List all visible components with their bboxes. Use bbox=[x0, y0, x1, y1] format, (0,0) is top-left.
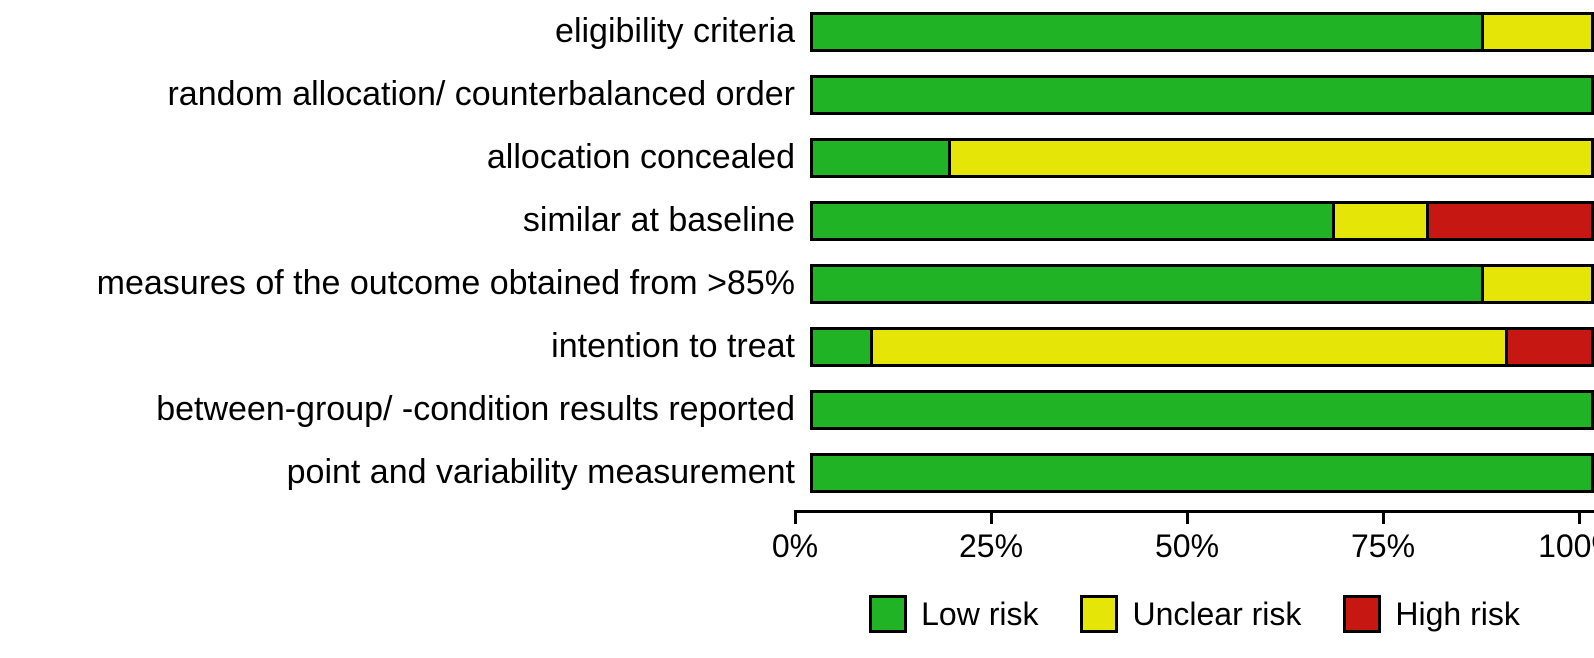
row-label: measures of the outcome obtained from >8… bbox=[0, 264, 810, 303]
x-tick bbox=[1186, 510, 1189, 524]
bar-track bbox=[810, 327, 1594, 367]
bar-track bbox=[810, 201, 1594, 241]
legend-swatch-high bbox=[1343, 595, 1381, 633]
chart-row: eligibility criteria bbox=[0, 0, 1594, 63]
bar-track bbox=[810, 264, 1594, 304]
chart-rows-area: eligibility criteria random allocation/ c… bbox=[0, 0, 1594, 504]
bar-segment-low bbox=[810, 201, 1335, 241]
chart-row: point and variability measurement bbox=[0, 441, 1594, 504]
legend-swatch-low bbox=[869, 595, 907, 633]
chart-row: similar at baseline bbox=[0, 189, 1594, 252]
bar-segment-high bbox=[1429, 201, 1594, 241]
x-tick bbox=[1578, 510, 1581, 524]
bar-track bbox=[810, 453, 1594, 493]
legend-item-unclear: Unclear risk bbox=[1080, 595, 1301, 633]
legend-item-low: Low risk bbox=[869, 595, 1038, 633]
bar-track bbox=[810, 12, 1594, 52]
x-tick bbox=[794, 510, 797, 524]
legend: Low risk Unclear risk High risk bbox=[795, 595, 1594, 633]
row-label: allocation concealed bbox=[0, 138, 810, 177]
row-label: eligibility criteria bbox=[0, 12, 810, 51]
row-label: intention to treat bbox=[0, 327, 810, 366]
x-tick bbox=[990, 510, 993, 524]
x-tick-label: 50% bbox=[1155, 528, 1219, 565]
bar-track bbox=[810, 138, 1594, 178]
bar-segment-low bbox=[810, 75, 1594, 115]
x-tick-label: 0% bbox=[772, 528, 818, 565]
bar-segment-low bbox=[810, 264, 1484, 304]
x-axis-line bbox=[795, 510, 1594, 513]
bar-segment-low bbox=[810, 138, 951, 178]
legend-label: Low risk bbox=[921, 596, 1038, 633]
bar-segment-low bbox=[810, 327, 873, 367]
bar-segment-low bbox=[810, 390, 1594, 430]
bar-segment-high bbox=[1508, 327, 1594, 367]
risk-of-bias-chart: eligibility criteria random allocation/ c… bbox=[0, 0, 1594, 658]
row-label: between-group/ -condition results report… bbox=[0, 390, 810, 429]
bar-segment-unclear bbox=[1484, 12, 1594, 52]
chart-row: random allocation/ counterbalanced order bbox=[0, 63, 1594, 126]
row-label: random allocation/ counterbalanced order bbox=[0, 75, 810, 114]
x-tick-label: 75% bbox=[1351, 528, 1415, 565]
bar-track bbox=[810, 390, 1594, 430]
bar-track bbox=[810, 75, 1594, 115]
x-tick bbox=[1382, 510, 1385, 524]
x-tick-label: 25% bbox=[959, 528, 1023, 565]
bar-segment-unclear bbox=[951, 138, 1594, 178]
chart-row: measures of the outcome obtained from >8… bbox=[0, 252, 1594, 315]
x-axis: 0%25%50%75%100% bbox=[795, 510, 1594, 580]
bar-segment-unclear bbox=[1335, 201, 1429, 241]
row-label: similar at baseline bbox=[0, 201, 810, 240]
bar-segment-unclear bbox=[1484, 264, 1594, 304]
legend-item-high: High risk bbox=[1343, 595, 1519, 633]
bar-segment-low bbox=[810, 453, 1594, 493]
legend-label: High risk bbox=[1395, 596, 1519, 633]
chart-row: between-group/ -condition results report… bbox=[0, 378, 1594, 441]
legend-swatch-unclear bbox=[1080, 595, 1118, 633]
legend-label: Unclear risk bbox=[1132, 596, 1301, 633]
bar-segment-unclear bbox=[873, 327, 1508, 367]
bar-segment-low bbox=[810, 12, 1484, 52]
row-label: point and variability measurement bbox=[0, 453, 810, 492]
x-tick-label: 100% bbox=[1538, 528, 1594, 565]
chart-row: allocation concealed bbox=[0, 126, 1594, 189]
chart-row: intention to treat bbox=[0, 315, 1594, 378]
